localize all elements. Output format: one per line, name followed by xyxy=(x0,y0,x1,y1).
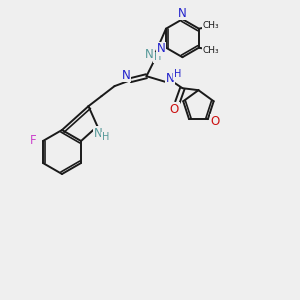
Text: CH₃: CH₃ xyxy=(202,46,219,55)
Text: N: N xyxy=(178,7,187,20)
Text: N: N xyxy=(145,48,154,61)
Text: H: H xyxy=(102,132,109,142)
Text: N: N xyxy=(157,42,165,55)
Text: N: N xyxy=(166,72,175,85)
Text: N: N xyxy=(122,69,131,82)
Text: O: O xyxy=(210,115,220,128)
Text: H: H xyxy=(174,69,181,79)
Text: H: H xyxy=(154,52,161,62)
Text: CH₃: CH₃ xyxy=(202,21,219,30)
Text: F: F xyxy=(30,134,36,146)
Text: O: O xyxy=(170,103,179,116)
Text: N: N xyxy=(94,127,103,140)
